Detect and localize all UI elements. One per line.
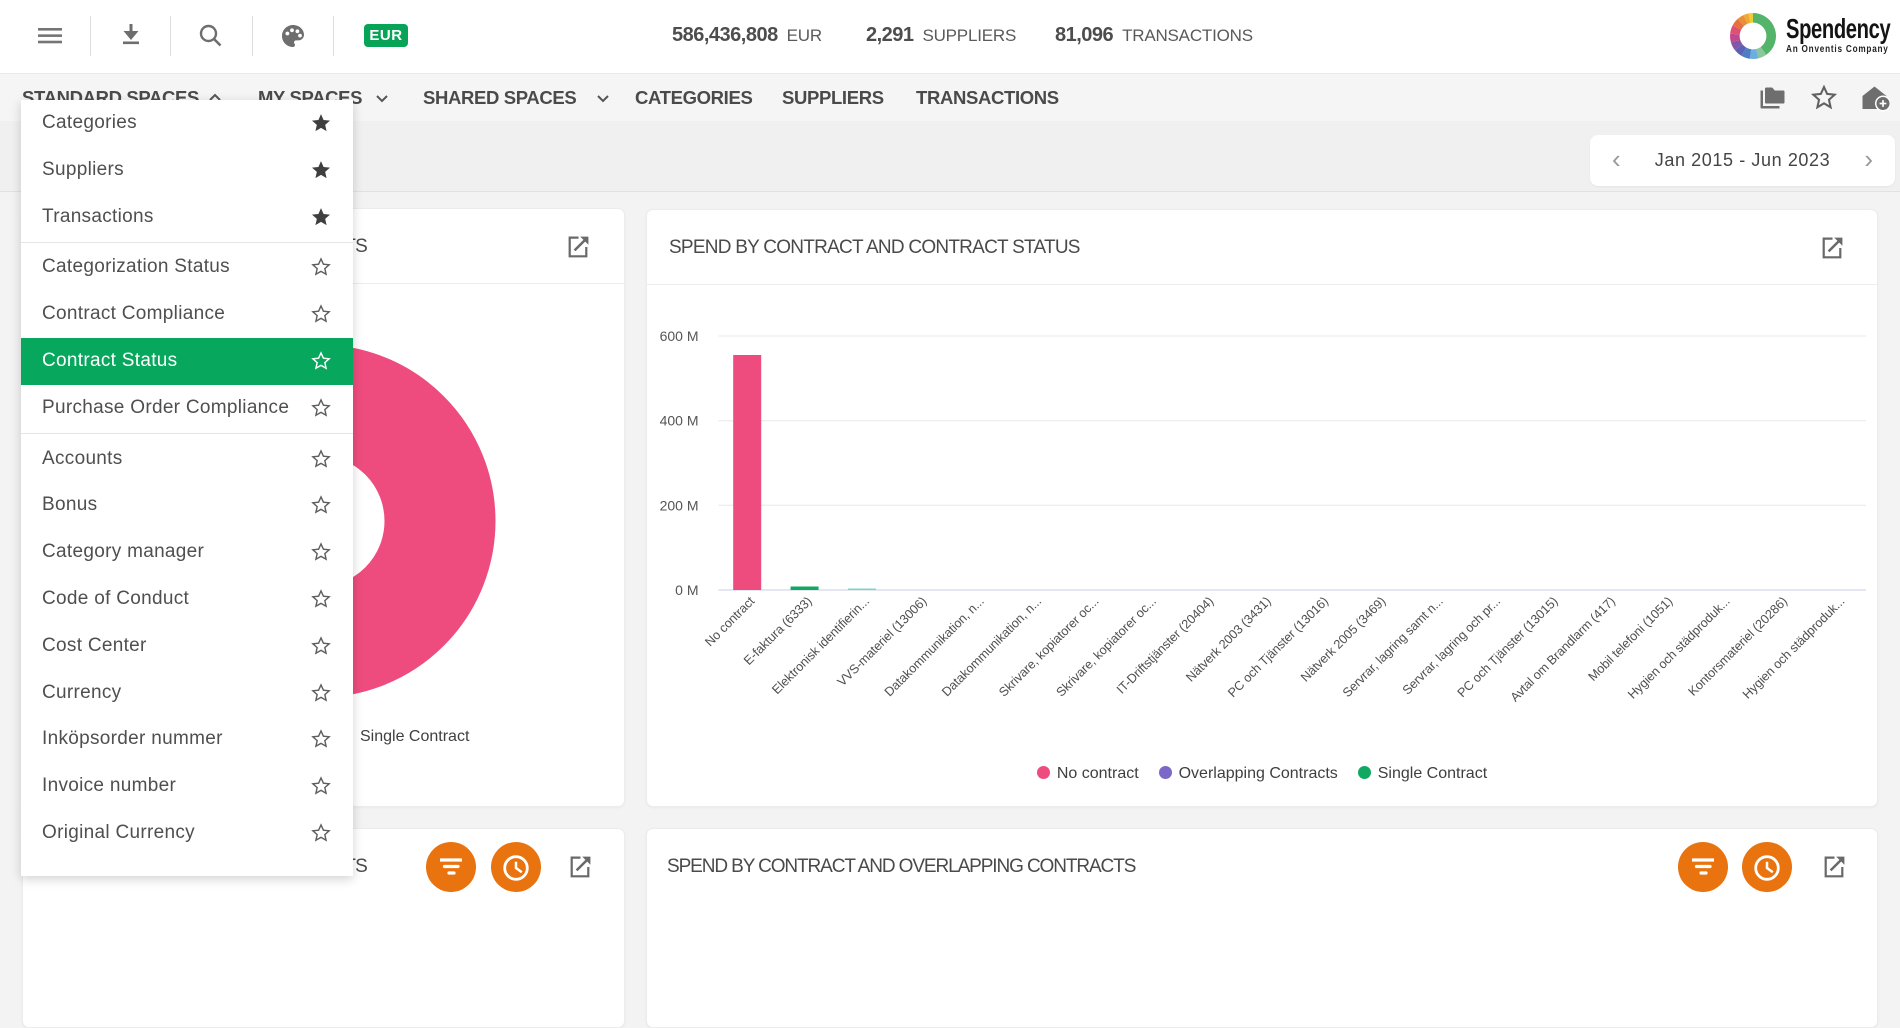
svg-text:PC och Tjänster (13015): PC och Tjänster (13015) [1455, 594, 1561, 700]
svg-text:Skrivare, kopiatorer oc...: Skrivare, kopiatorer oc... [996, 594, 1101, 699]
svg-text:600 M: 600 M [660, 328, 699, 344]
svg-text:0 M: 0 M [675, 582, 698, 598]
svg-text:Avtal om Brandlarm (417): Avtal om Brandlarm (417) [1508, 594, 1618, 704]
svg-text:No contract: No contract [702, 594, 757, 649]
svg-text:PC och Tjänster (13016): PC och Tjänster (13016) [1225, 594, 1331, 700]
svg-text:Servrar, lagring och pr...: Servrar, lagring och pr... [1400, 594, 1503, 697]
svg-text:Hygien och städproduk...: Hygien och städproduk... [1740, 594, 1847, 701]
svg-text:Kontorsmateriel (20286): Kontorsmateriel (20286) [1686, 594, 1791, 699]
svg-text:Servrar, lagring samt n...: Servrar, lagring samt n... [1340, 594, 1446, 700]
svg-text:400 M: 400 M [660, 413, 699, 429]
svg-text:Elektronisk identifierin...: Elektronisk identifierin... [769, 594, 872, 697]
svg-text:200 M: 200 M [660, 497, 699, 513]
svg-text:Skrivare, kopiatorer oc...: Skrivare, kopiatorer oc... [1054, 594, 1159, 699]
svg-text:Hygien och städproduk...: Hygien och städproduk... [1625, 594, 1732, 701]
svg-text:Datakommunikation, n...: Datakommunikation, n... [939, 594, 1044, 699]
svg-text:IT-Driftstjänster (20404): IT-Driftstjänster (20404) [1114, 594, 1216, 696]
svg-text:Datakommunikation, n...: Datakommunikation, n... [882, 594, 987, 699]
